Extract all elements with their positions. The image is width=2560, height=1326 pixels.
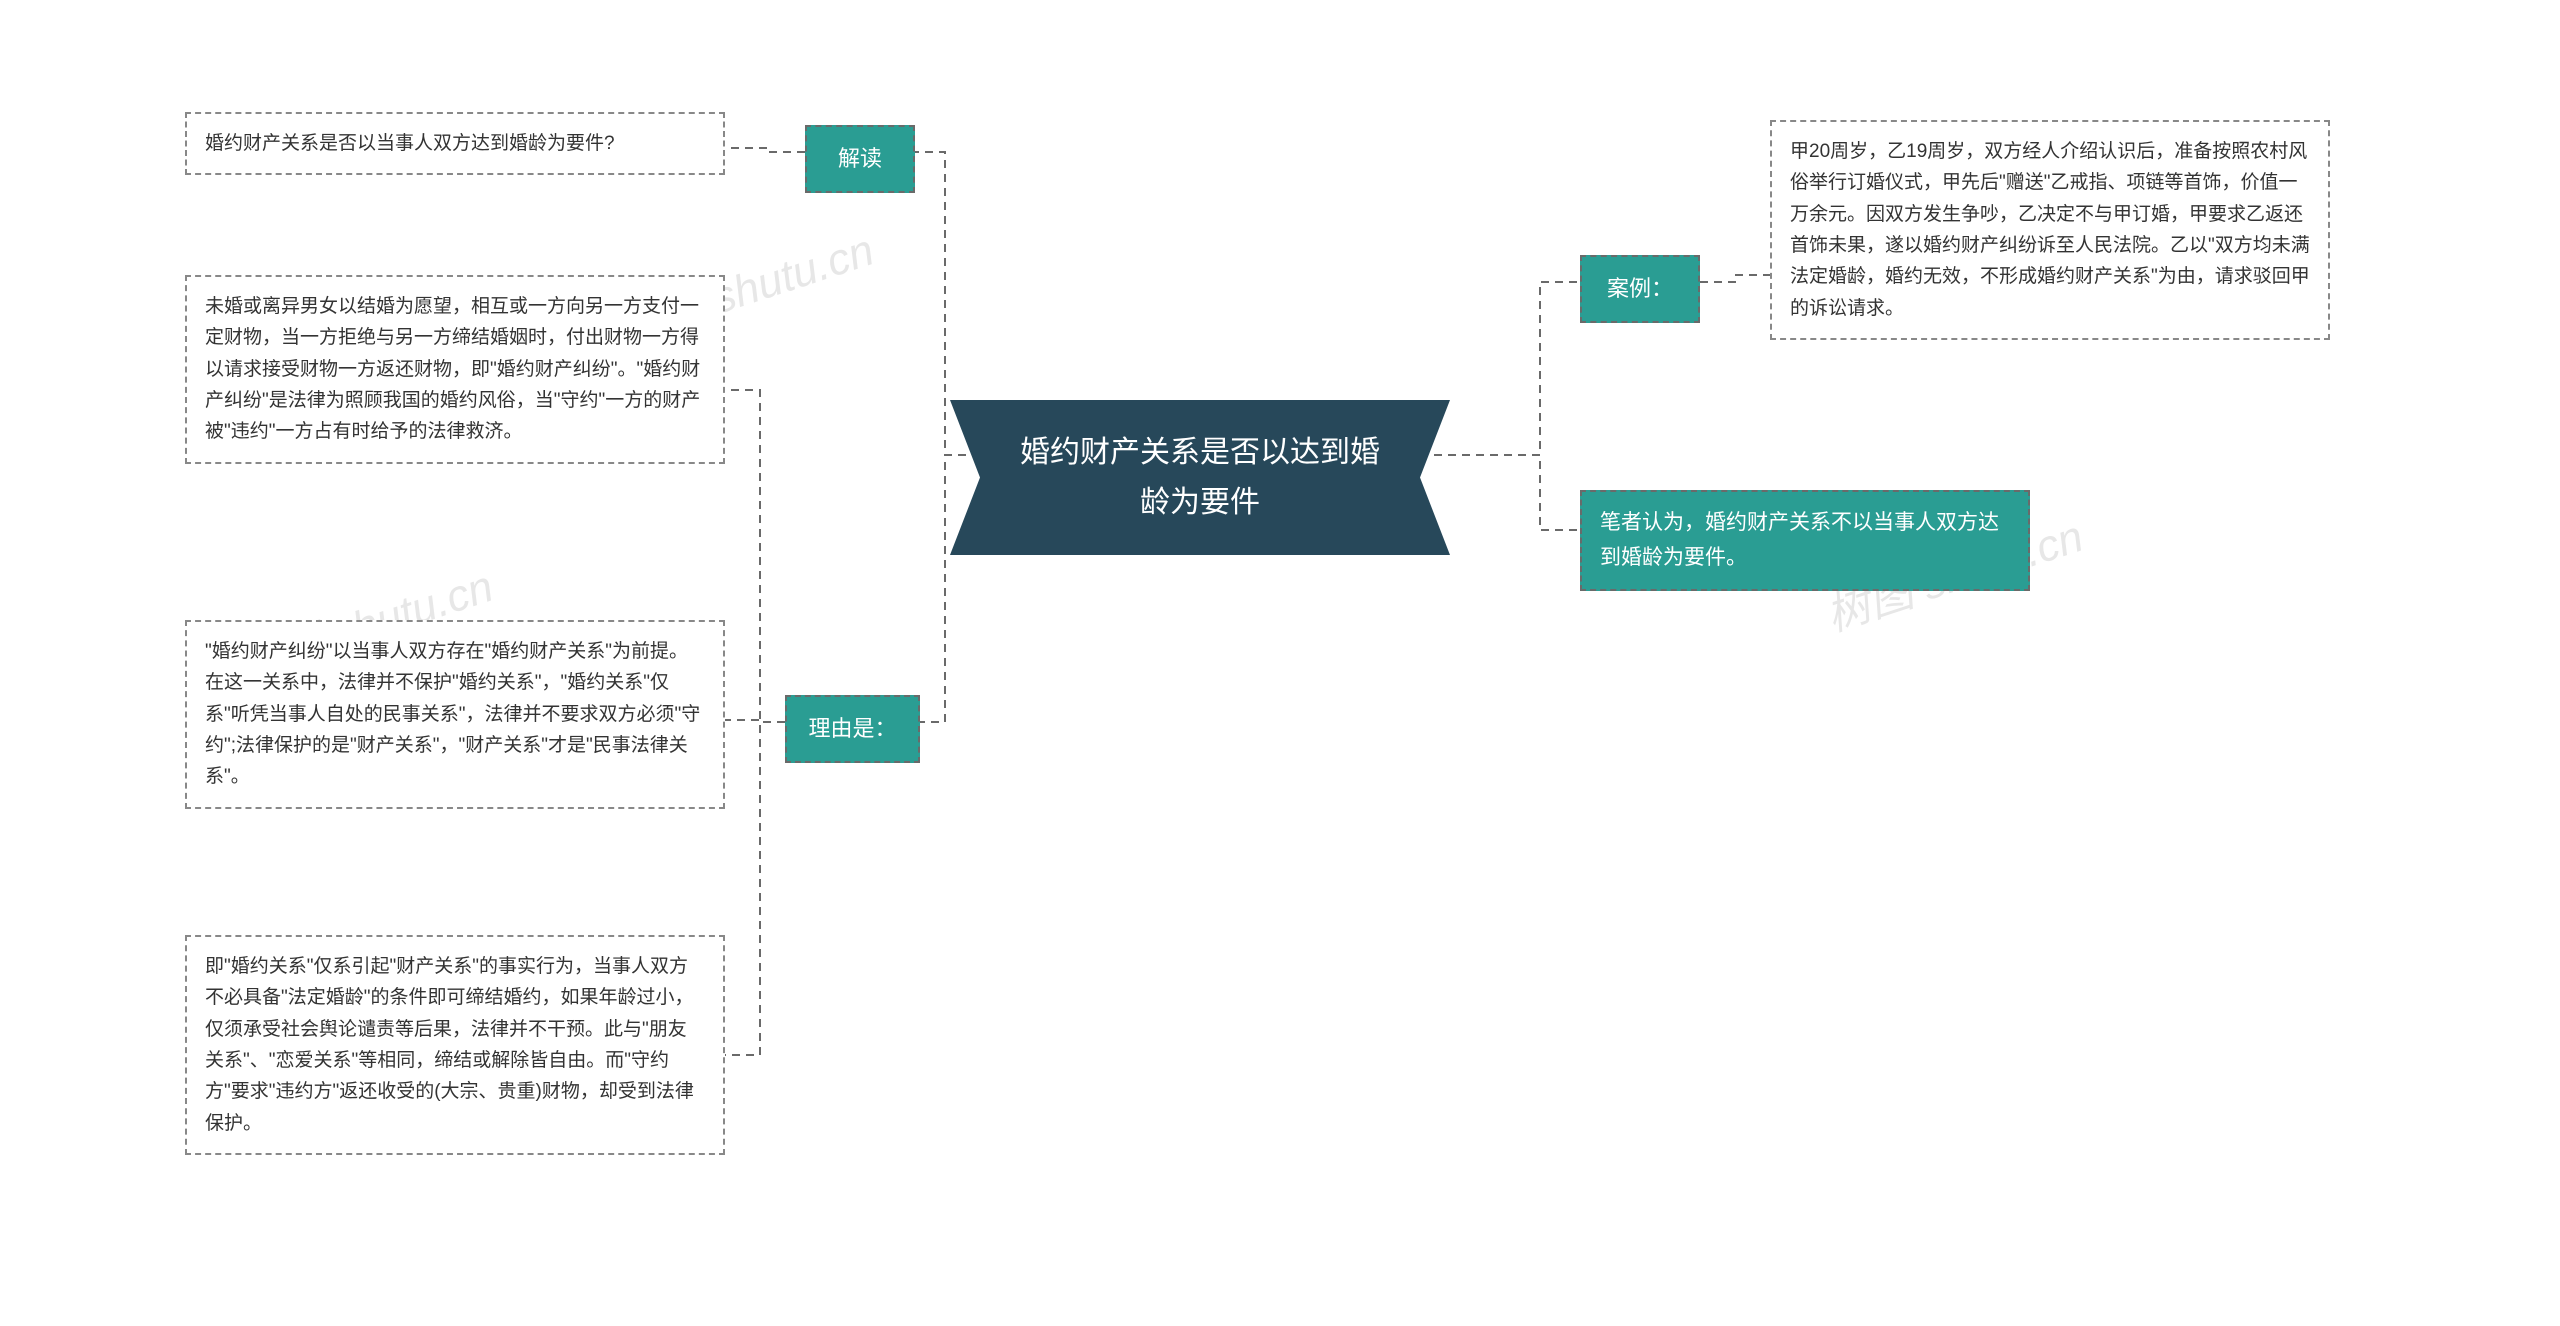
leaf-anli-0: 甲20周岁，乙19周岁，双方经人介绍认识后，准备按照农村风俗举行订婚仪式，甲先后… (1770, 120, 2330, 340)
leaf-jiedu-0: 婚约财产关系是否以当事人双方达到婚龄为要件? (185, 112, 725, 175)
watermark: shutu.cn (706, 226, 880, 325)
branch-conclusion: 笔者认为，婚约财产关系不以当事人双方达到婚龄为要件。 (1580, 490, 2030, 591)
center-node: 婚约财产关系是否以达到婚龄为要件 (950, 400, 1450, 555)
mindmap-canvas: 树图 shutu.cn shutu.cn 树图 shutu.cn 婚约财产关系是… (0, 0, 2560, 1326)
branch-jiedu: 解读 (805, 125, 915, 193)
branch-anli: 案例： (1580, 255, 1700, 323)
leaf-liyou-2: 即"婚约关系"仅系引起"财产关系"的事实行为，当事人双方不必具备"法定婚龄"的条… (185, 935, 725, 1155)
branch-liyou: 理由是： (785, 695, 920, 763)
leaf-liyou-0: 未婚或离异男女以结婚为愿望，相互或一方向另一方支付一定财物，当一方拒绝与另一方缔… (185, 275, 725, 464)
leaf-liyou-1: "婚约财产纠纷"以当事人双方存在"婚约财产关系"为前提。在这一关系中，法律并不保… (185, 620, 725, 809)
